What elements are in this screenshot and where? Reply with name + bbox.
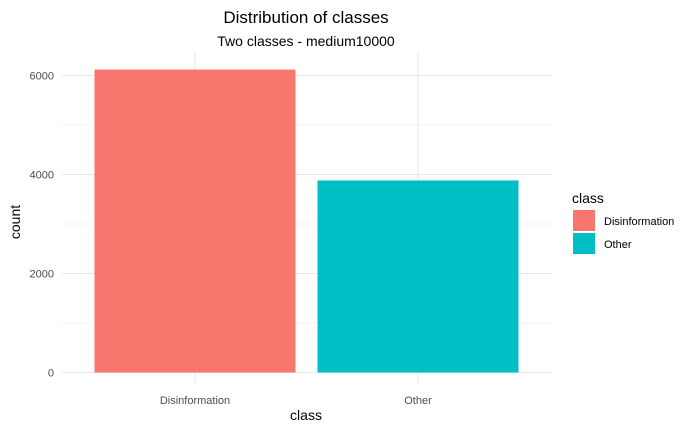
x-axis-label: class <box>290 407 322 423</box>
y-axis-label: count <box>7 205 23 239</box>
chart-title: Distribution of classes <box>223 8 388 27</box>
x-tick-label: Other <box>404 395 432 407</box>
bar-other <box>317 180 519 373</box>
chart-subtitle: Two classes - medium10000 <box>217 33 395 49</box>
legend-swatch <box>573 210 595 231</box>
legend-swatch <box>573 233 595 254</box>
legend-label: Disinformation <box>604 216 674 228</box>
y-tick-label: 4000 <box>30 170 54 182</box>
bars <box>94 69 519 373</box>
x-tick-label: Disinformation <box>160 395 230 407</box>
legend: class Disinformation Other <box>572 190 674 254</box>
y-tick-label: 2000 <box>30 269 54 281</box>
bar-disinformation <box>94 69 296 373</box>
y-tick-labels: 0 2000 4000 6000 <box>30 71 54 380</box>
y-tick-label: 0 <box>48 368 54 380</box>
x-tick-labels: Disinformation Other <box>160 395 432 407</box>
legend-title: class <box>572 190 604 206</box>
y-tick-label: 6000 <box>30 71 54 83</box>
legend-label: Other <box>604 239 632 251</box>
